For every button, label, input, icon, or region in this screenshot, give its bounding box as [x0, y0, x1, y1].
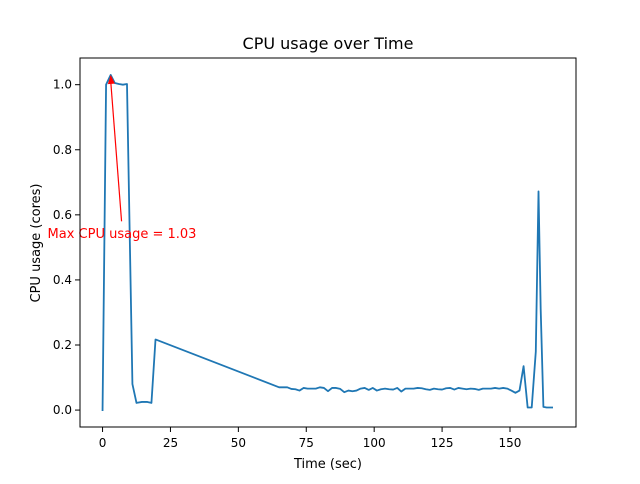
x-tick-label: 125 — [431, 436, 454, 450]
x-tick-label: 50 — [231, 436, 246, 450]
plot-area — [101, 74, 553, 411]
x-axis-label: Time (sec) — [293, 457, 362, 472]
annotation-arrowhead — [107, 74, 115, 85]
cpu-usage-line — [101, 74, 553, 411]
y-tick-label: 0.4 — [53, 273, 72, 287]
y-tick-label: 0.8 — [53, 143, 72, 157]
x-tick-label: 150 — [499, 436, 522, 450]
y-tick-label: 0.2 — [53, 338, 72, 352]
x-tick-label: 100 — [363, 436, 386, 450]
y-tick-label: 0.6 — [53, 208, 72, 222]
y-tick-label: 0.0 — [53, 403, 72, 417]
y-axis-ticks: 0.0 0.2 0.4 0.6 0.8 1.0 — [53, 78, 80, 417]
x-axis-ticks: 0 25 50 75 100 125 150 — [99, 427, 522, 450]
y-axis-label: CPU usage (cores) — [29, 184, 44, 303]
chart-title: CPU usage over Time — [243, 34, 414, 53]
x-tick-label: 0 — [99, 436, 107, 450]
max-cpu-annotation-text: Max CPU usage = 1.03 — [48, 227, 197, 242]
plot-frame — [79, 57, 577, 428]
annotation-arrow — [110, 80, 123, 222]
annotation-layer: Max CPU usage = 1.03 — [48, 74, 197, 242]
y-tick-label: 1.0 — [53, 78, 72, 92]
x-tick-label: 75 — [299, 436, 314, 450]
x-tick-label: 25 — [163, 436, 178, 450]
